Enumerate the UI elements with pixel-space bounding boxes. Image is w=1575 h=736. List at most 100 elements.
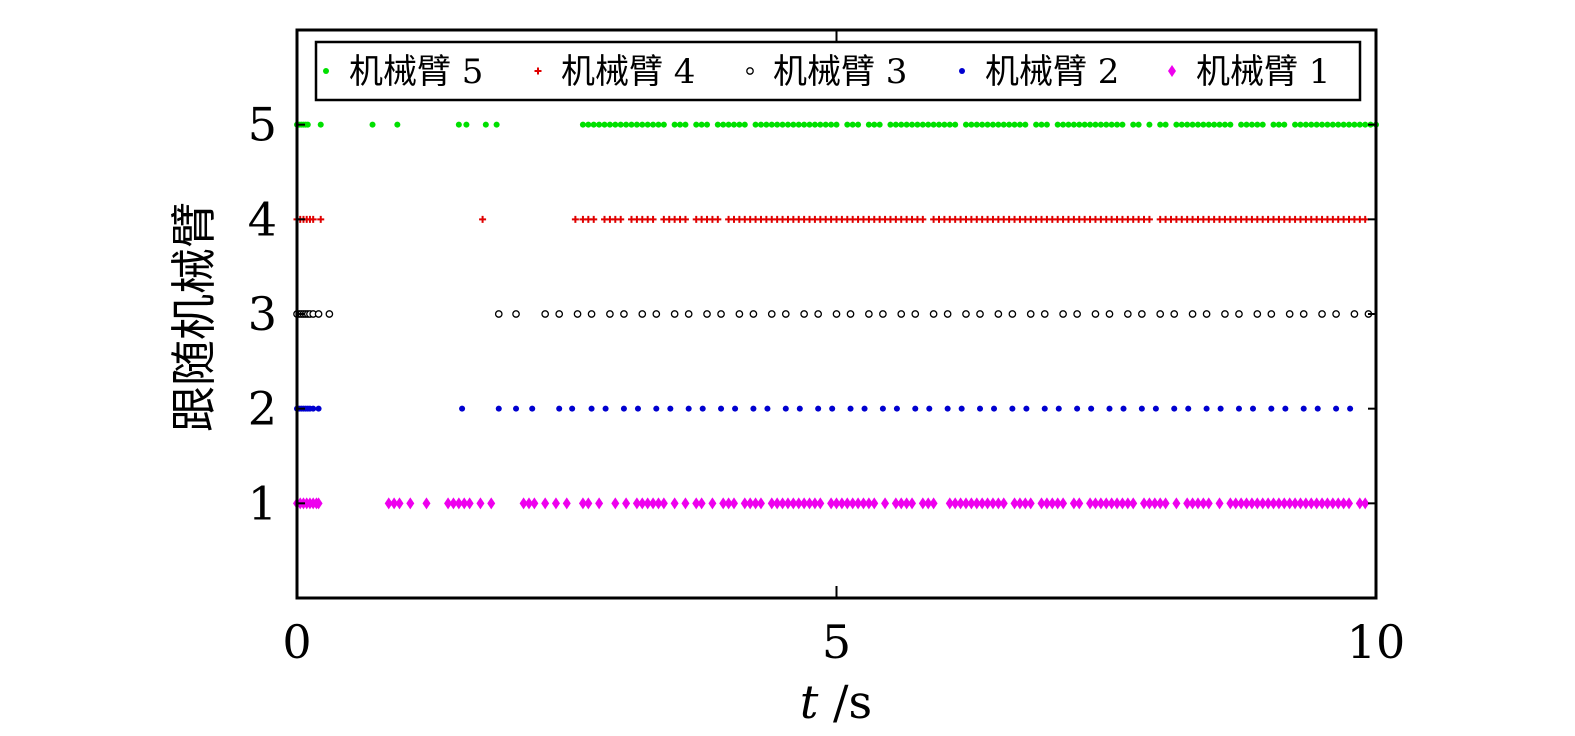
data-point-series-0	[757, 121, 764, 128]
data-point-series-2	[781, 310, 790, 318]
data-point-series-4	[1150, 497, 1159, 510]
x-tick-label: 0	[282, 615, 311, 669]
data-point-series-4	[1021, 497, 1030, 510]
data-point-series-4	[1269, 497, 1278, 510]
x-axis-label: t /s	[800, 675, 872, 729]
data-point-series-0	[1340, 121, 1347, 128]
data-point-series-3	[634, 405, 641, 412]
data-point-series-0	[1259, 121, 1266, 128]
data-point-series-4	[1318, 497, 1327, 510]
data-point-series-3	[1282, 405, 1289, 412]
data-point-series-4	[805, 497, 814, 510]
data-point-series-4	[1015, 497, 1024, 510]
data-point-series-4	[789, 497, 798, 510]
data-point-series-0	[1194, 121, 1201, 128]
data-point-series-4	[487, 497, 496, 510]
data-point-series-4	[524, 497, 533, 510]
data-point-series-4	[681, 497, 690, 510]
data-point-series-0	[644, 121, 651, 128]
data-point-series-0	[1297, 121, 1304, 128]
data-point-series-4	[1339, 497, 1348, 510]
data-point-series-4	[999, 497, 1008, 510]
data-point-series-4	[530, 497, 539, 510]
data-point-series-4	[740, 497, 749, 510]
data-point-series-4	[659, 497, 668, 510]
data-point-series-4	[1129, 497, 1138, 510]
data-point-series-0	[989, 121, 996, 128]
data-point-series-4	[595, 497, 604, 510]
data-point-series-0	[1081, 121, 1088, 128]
data-point-series-4	[1226, 497, 1235, 510]
data-point-series-0	[1324, 121, 1331, 128]
x-tick-label: 10	[1347, 615, 1406, 669]
legend-marker-2	[746, 67, 754, 75]
data-point-series-3	[588, 405, 595, 412]
data-point-series-3	[1171, 405, 1178, 412]
data-point-series-4	[649, 497, 658, 510]
data-point-series-4	[1285, 497, 1294, 510]
data-point-series-3	[991, 405, 998, 412]
data-point-series-4	[1102, 497, 1111, 510]
data-point-series-4	[854, 497, 863, 510]
data-point-series-2	[897, 310, 906, 318]
data-point-series-4	[1258, 497, 1267, 510]
data-point-series-0	[1022, 121, 1029, 128]
data-point-series-1	[590, 215, 598, 223]
data-point-series-3	[926, 405, 933, 412]
data-point-series-1	[1145, 215, 1153, 223]
data-point-series-2	[1138, 310, 1146, 318]
data-point-series-0	[1200, 121, 1207, 128]
legend: 机械臂 5 机械臂 4 机械臂 3 机械臂 2 机械臂 1	[314, 40, 1362, 102]
data-point-series-2	[1318, 310, 1326, 318]
data-point-series-1	[317, 215, 325, 223]
data-point-series-2	[1202, 310, 1211, 318]
data-point-series-3	[1268, 405, 1275, 412]
data-point-series-2	[638, 310, 647, 318]
data-point-series-0	[1070, 121, 1077, 128]
data-point-series-3	[529, 405, 536, 412]
legend-marker-4	[1168, 65, 1176, 77]
data-point-series-0	[844, 121, 851, 128]
data-point-series-0	[1054, 121, 1061, 128]
data-point-series-0	[1356, 121, 1363, 128]
data-point-series-4	[551, 497, 560, 510]
data-point-series-0	[369, 121, 376, 128]
data-point-series-4	[967, 497, 976, 510]
data-point-series-3	[1300, 405, 1307, 412]
data-point-series-4	[1204, 497, 1213, 510]
data-point-series-4	[961, 497, 970, 510]
data-point-series-3	[315, 405, 322, 412]
data-point-series-3	[1314, 405, 1321, 412]
plot-marks	[293, 121, 1379, 510]
data-point-series-0	[1302, 121, 1309, 128]
data-point-series-0	[849, 121, 856, 128]
data-point-series-0	[855, 121, 862, 128]
data-point-series-4	[929, 497, 938, 510]
data-point-series-1	[571, 215, 579, 223]
data-point-series-1	[714, 215, 722, 223]
data-point-series-4	[611, 497, 620, 510]
data-point-series-0	[779, 121, 786, 128]
data-point-series-4	[1247, 497, 1256, 510]
data-point-series-4	[1231, 497, 1240, 510]
data-point-series-4	[1048, 497, 1057, 510]
data-point-series-3	[513, 405, 520, 412]
data-point-series-0	[795, 121, 802, 128]
data-point-series-0	[968, 121, 975, 128]
data-point-series-2	[735, 310, 744, 318]
data-point-series-0	[493, 121, 500, 128]
data-point-series-0	[1189, 121, 1196, 128]
data-point-series-4	[395, 497, 404, 510]
data-point-series-4	[584, 497, 593, 510]
data-point-series-3	[1347, 405, 1354, 412]
x-tick-label: 5	[822, 615, 851, 669]
data-point-series-0	[606, 121, 613, 128]
data-point-series-3	[764, 405, 771, 412]
data-point-series-0	[1087, 121, 1094, 128]
data-point-series-2	[1156, 310, 1165, 318]
data-point-series-4	[908, 497, 917, 510]
data-point-series-4	[1156, 497, 1165, 510]
data-point-series-4	[756, 497, 765, 510]
data-point-series-2	[846, 310, 855, 318]
